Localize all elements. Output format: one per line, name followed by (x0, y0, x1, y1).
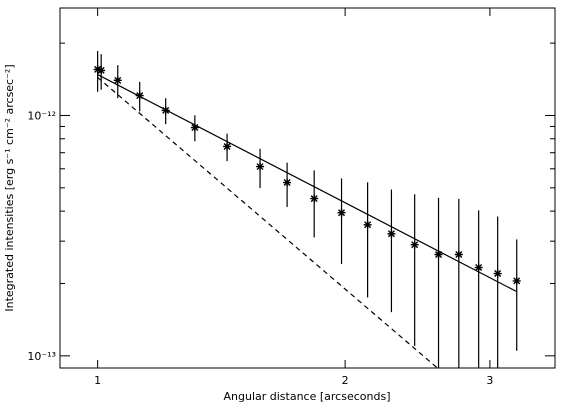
x-axis-label: Angular distance [arcseconds] (224, 390, 391, 403)
data-point (512, 276, 521, 285)
data-point (387, 229, 396, 238)
data-point (135, 91, 144, 100)
x-tick-label: 1 (94, 374, 101, 387)
data-point (190, 123, 199, 132)
x-tick-label: 2 (342, 374, 349, 387)
data-point (410, 240, 419, 249)
data-point (161, 106, 170, 115)
data-point (363, 220, 372, 229)
data-point (310, 194, 319, 203)
y-tick-label: 10⁻¹² (27, 109, 56, 122)
y-axis-label: Integrated intensities [erg s⁻¹ cm⁻² arc… (3, 64, 16, 311)
data-point (283, 178, 292, 187)
plot-frame (59, 7, 556, 369)
data-point (474, 263, 483, 272)
data-point (93, 65, 102, 74)
plot-area (93, 50, 521, 368)
data-point (256, 162, 265, 171)
y-tick-label: 10⁻¹³ (27, 350, 56, 363)
data-point (97, 66, 106, 75)
x-tick-label: 3 (486, 374, 493, 387)
data-point (493, 269, 502, 278)
data-point (113, 76, 122, 85)
data-point (454, 250, 463, 259)
data-point (434, 250, 443, 259)
data-point (337, 208, 346, 217)
fit-line (97, 74, 517, 293)
dashed-line (97, 76, 438, 368)
data-point (223, 142, 232, 151)
